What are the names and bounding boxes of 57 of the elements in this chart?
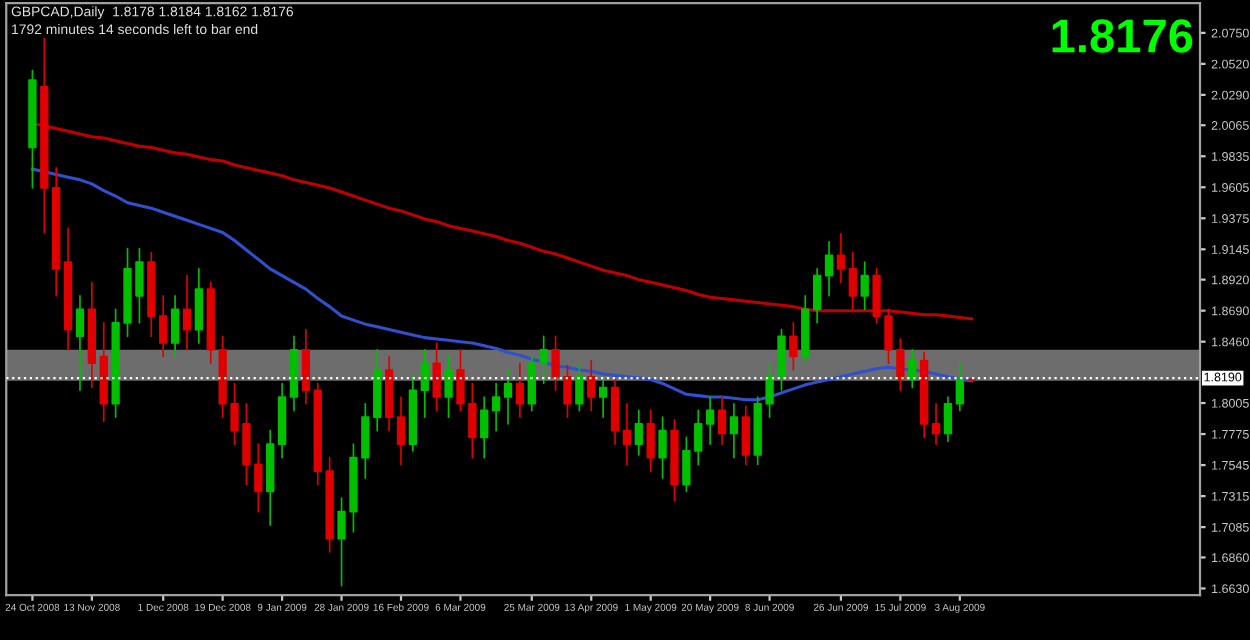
candlestick [420, 348, 429, 419]
candlestick [539, 335, 548, 385]
candlestick [610, 378, 620, 446]
line-series [30, 167, 974, 402]
candlestick [444, 355, 453, 419]
text: 1.8176 [1052, 19, 1193, 53]
candlestick [480, 396, 489, 459]
candlestick [182, 274, 192, 351]
candlestick [527, 355, 536, 412]
candlestick [575, 362, 584, 412]
candlestick [491, 382, 501, 432]
candlestick [789, 321, 798, 371]
candlestick [622, 402, 632, 466]
candlestick [396, 396, 406, 466]
candlestick [646, 409, 655, 472]
candlestick [705, 396, 715, 446]
candlestick [277, 382, 287, 459]
candlestick [812, 268, 822, 324]
candlestick [206, 281, 215, 365]
candlestick [587, 359, 596, 412]
candlestick [28, 69, 37, 189]
candlestick [373, 348, 382, 432]
candlestick [266, 429, 275, 526]
candlestick [301, 328, 311, 405]
candlestick [87, 281, 97, 389]
candlestick [943, 396, 953, 443]
candlestick [75, 294, 85, 392]
candlestick [63, 227, 73, 351]
candlestick [741, 405, 750, 466]
candlestick [40, 37, 49, 234]
candlestick [384, 355, 394, 432]
candlestick [717, 396, 727, 446]
candlestick [908, 348, 917, 389]
candlestick [824, 241, 834, 297]
candlestick [729, 402, 739, 459]
candlestick [919, 351, 929, 439]
candlestick [289, 335, 299, 412]
candlestick [503, 369, 513, 425]
candlestick [170, 294, 180, 358]
candlestick [801, 294, 810, 365]
candlestick [848, 251, 857, 311]
candlestick [931, 402, 941, 446]
candlestick [836, 232, 846, 284]
candlestick [515, 362, 525, 419]
candlestick [159, 294, 168, 358]
candlestick [598, 375, 608, 419]
candlestick [860, 261, 869, 311]
candlestick [634, 409, 643, 456]
candlestick [408, 375, 418, 452]
candlestick [52, 166, 61, 297]
candlestick [147, 251, 156, 338]
candlestick [658, 416, 667, 479]
candlestick [670, 419, 679, 502]
candlestick [432, 342, 441, 412]
candlestick [955, 362, 964, 412]
candlestick [99, 321, 108, 423]
candlestick [194, 268, 204, 344]
